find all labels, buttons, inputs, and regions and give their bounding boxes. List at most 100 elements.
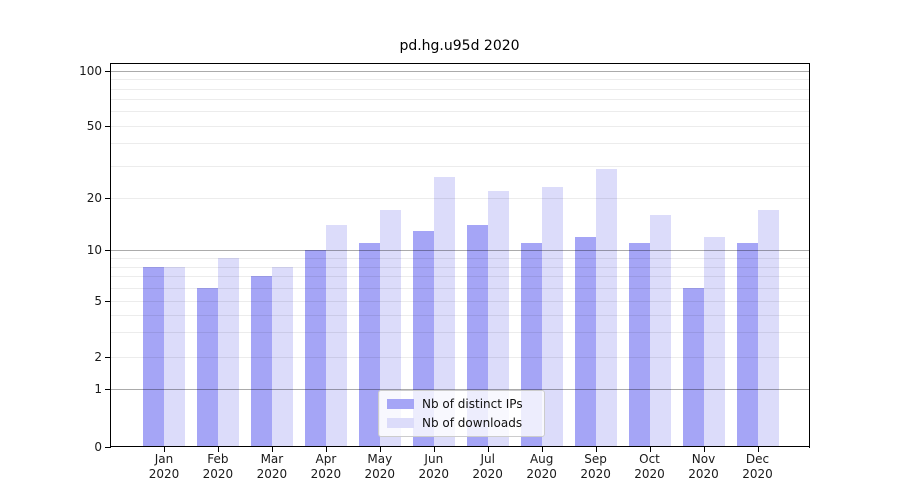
x-tick-jul — [487, 447, 489, 452]
bar-downloads-feb — [217, 258, 239, 447]
bar-downloads-jan — [164, 266, 185, 447]
x-tick-jan — [164, 447, 165, 452]
x-tick-label-aug: Aug 2020 — [514, 452, 570, 482]
x-tick-month: Feb — [207, 452, 229, 466]
x-tick-label-nov: Nov 2020 — [676, 452, 732, 482]
gridline-50 — [110, 125, 809, 127]
bar-downloads-jul — [487, 190, 509, 447]
legend: Nb of distinct IPs Nb of downloads — [378, 390, 545, 437]
y-tick-label-0: 0 — [94, 439, 102, 454]
bar-downloads-oct — [649, 214, 671, 447]
y-tick-1 — [105, 389, 110, 390]
x-tick-feb — [217, 447, 219, 452]
axis-spine-bottom — [110, 446, 810, 447]
gridline-70 — [110, 99, 809, 101]
x-tick-dec — [757, 447, 759, 452]
bar-ips-jan — [143, 266, 164, 447]
x-tick-nov — [703, 447, 705, 452]
gridline-6 — [110, 287, 809, 289]
axis-spine-top — [110, 63, 810, 64]
y-tick-50 — [105, 125, 110, 127]
axis-spine-right — [809, 63, 810, 448]
gridline-90 — [110, 79, 809, 81]
x-tick-month: Dec — [745, 452, 770, 466]
y-tick-label-1: 1 — [94, 382, 102, 396]
y-tick-100 — [105, 71, 110, 72]
y-tick-label-5: 5 — [94, 294, 102, 308]
gridline-20 — [110, 198, 809, 199]
axis-spine-left — [110, 63, 111, 448]
x-tick-label-apr: Apr 2020 — [298, 452, 354, 482]
bar-downloads-apr — [325, 224, 347, 447]
y-tick-label-50: 50 — [86, 118, 102, 133]
x-tick-year: 2020 — [688, 467, 719, 481]
x-tick-month: Sep — [584, 452, 607, 466]
y-tick-10 — [105, 250, 110, 252]
bar-downloads-may — [379, 210, 401, 447]
x-tick-year: 2020 — [418, 467, 450, 481]
legend-item-distinct-ips: Nb of distinct IPs — [387, 397, 544, 412]
bar-downloads-mar — [271, 266, 293, 447]
x-tick-year: 2020 — [472, 467, 503, 481]
bar-ips-dec — [736, 243, 758, 447]
y-tick-2 — [105, 356, 110, 358]
x-tick-month: Aug — [529, 452, 554, 466]
x-tick-label-may: May 2020 — [352, 452, 408, 482]
gridline-40 — [110, 143, 809, 145]
x-tick-month: May — [367, 452, 393, 466]
gridline-4 — [110, 314, 809, 316]
y-tick-20 — [105, 198, 110, 199]
x-tick-month: Jul — [480, 452, 495, 466]
x-tick-label-jan: Jan 2020 — [136, 452, 192, 482]
y-tick-0 — [105, 446, 110, 448]
x-tick-year: 2020 — [580, 467, 611, 481]
x-tick-month: Nov — [691, 452, 716, 466]
bar-ips-may — [358, 243, 380, 447]
gridline-5 — [110, 301, 809, 302]
legend-swatch-distinct-ips — [387, 399, 414, 409]
x-tick-label-feb: Feb 2020 — [190, 452, 246, 482]
legend-swatch-downloads — [387, 418, 414, 428]
x-tick-year: 2020 — [202, 467, 234, 481]
gridline-10 — [110, 250, 809, 252]
bar-ips-mar — [250, 276, 272, 447]
gridline-30 — [110, 166, 809, 167]
bar-ips-nov — [682, 287, 704, 447]
bar-downloads-jun — [433, 177, 455, 447]
gridline-8 — [110, 266, 809, 268]
gridline-9 — [110, 258, 809, 259]
gridline-3 — [110, 331, 809, 333]
x-tick-month: Mar — [260, 452, 284, 466]
x-tick-year: 2020 — [310, 467, 342, 481]
gridline-100 — [110, 71, 809, 72]
bar-ips-sep — [574, 236, 596, 447]
y-tick-5 — [105, 301, 110, 302]
bar-downloads-nov — [703, 236, 725, 447]
x-tick-month: Oct — [639, 452, 660, 466]
x-tick-year: 2020 — [256, 467, 288, 481]
x-tick-apr — [325, 447, 327, 452]
bar-downloads-dec — [757, 210, 779, 447]
x-tick-year: 2020 — [148, 467, 180, 481]
x-tick-oct — [649, 447, 651, 452]
x-tick-aug — [541, 447, 543, 452]
gridline-60 — [110, 111, 809, 113]
gridline-80 — [110, 88, 809, 90]
gridline-1 — [110, 389, 809, 390]
x-tick-jun — [433, 447, 435, 452]
x-tick-month: Apr — [315, 452, 337, 466]
gridline-2 — [110, 356, 809, 358]
x-tick-year: 2020 — [526, 467, 557, 481]
x-tick-label-sep: Sep 2020 — [568, 452, 624, 482]
x-tick-mar — [271, 447, 273, 452]
x-tick-label-dec: Dec 2020 — [730, 452, 786, 482]
x-tick-month: Jun — [424, 452, 444, 466]
x-tick-label-jun: Jun 2020 — [406, 452, 462, 482]
x-tick-year: 2020 — [742, 467, 773, 481]
x-tick-may — [379, 447, 381, 452]
x-tick-label-jul: Jul 2020 — [460, 452, 516, 482]
bar-ips-oct — [628, 243, 650, 447]
legend-item-downloads: Nb of downloads — [387, 416, 544, 431]
y-tick-label-20: 20 — [86, 191, 102, 205]
bar-downloads-sep — [595, 168, 617, 447]
